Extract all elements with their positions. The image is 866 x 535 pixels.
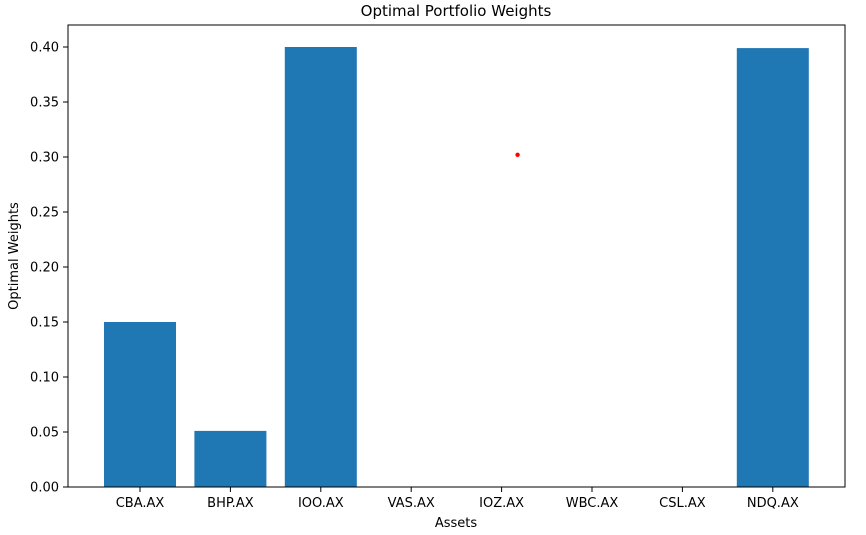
plot-frame bbox=[67, 24, 846, 488]
bar-cba-ax bbox=[104, 322, 176, 487]
x-tick-label: BHP.AX bbox=[207, 496, 254, 511]
x-axis: CBA.AX BHP.AX IOO.AX VAS.AX IOZ.AX WBC.AX CSL.… bbox=[116, 487, 799, 511]
y-tick-label: 0.15 bbox=[30, 316, 59, 331]
markers-group bbox=[515, 152, 520, 157]
y-tick-label: 0.00 bbox=[30, 481, 59, 496]
bar-bhp-ax bbox=[194, 430, 267, 487]
bars-group bbox=[104, 47, 809, 487]
y-axis-label: Optimal Weights bbox=[7, 202, 22, 310]
x-tick-label: CSL.AX bbox=[659, 496, 706, 511]
x-tick-label: WBC.AX bbox=[566, 496, 619, 511]
x-tick-label: CBA.AX bbox=[116, 496, 165, 511]
bar-ioo-ax bbox=[284, 47, 357, 487]
x-tick-label: VAS.AX bbox=[388, 496, 435, 511]
red-marker-point bbox=[515, 152, 520, 157]
y-tick-label: 0.05 bbox=[30, 426, 59, 441]
y-tick-label: 0.30 bbox=[30, 151, 59, 166]
x-tick-label: IOO.AX bbox=[298, 496, 344, 511]
bar-ndq-ax bbox=[736, 48, 809, 487]
x-tick-label: NDQ.AX bbox=[747, 496, 799, 511]
chart-title: Optimal Portfolio Weights bbox=[361, 2, 552, 20]
y-tick-label: 0.10 bbox=[30, 371, 59, 386]
y-tick-label: 0.20 bbox=[30, 261, 59, 276]
x-axis-label: Assets bbox=[435, 516, 478, 531]
y-tick-label: 0.35 bbox=[30, 96, 59, 111]
y-tick-label: 0.40 bbox=[30, 41, 59, 56]
y-axis: 0.00 0.05 0.10 0.15 0.20 0.25 0.30 0.35 0.40 bbox=[30, 41, 68, 496]
x-tick-label: IOZ.AX bbox=[479, 496, 524, 511]
y-tick-label: 0.25 bbox=[30, 206, 59, 221]
